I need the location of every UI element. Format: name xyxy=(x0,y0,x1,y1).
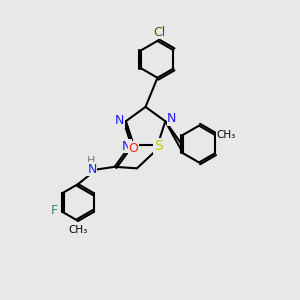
Text: N: N xyxy=(87,163,97,176)
Text: F: F xyxy=(50,204,57,217)
Text: CH₃: CH₃ xyxy=(217,130,236,140)
Text: H: H xyxy=(87,157,96,166)
Text: N: N xyxy=(122,140,131,152)
Text: N: N xyxy=(167,112,177,125)
Text: N: N xyxy=(115,114,124,127)
Text: Cl: Cl xyxy=(153,26,165,38)
Text: CH₃: CH₃ xyxy=(68,225,88,235)
Text: O: O xyxy=(128,142,138,154)
Text: S: S xyxy=(154,139,163,153)
